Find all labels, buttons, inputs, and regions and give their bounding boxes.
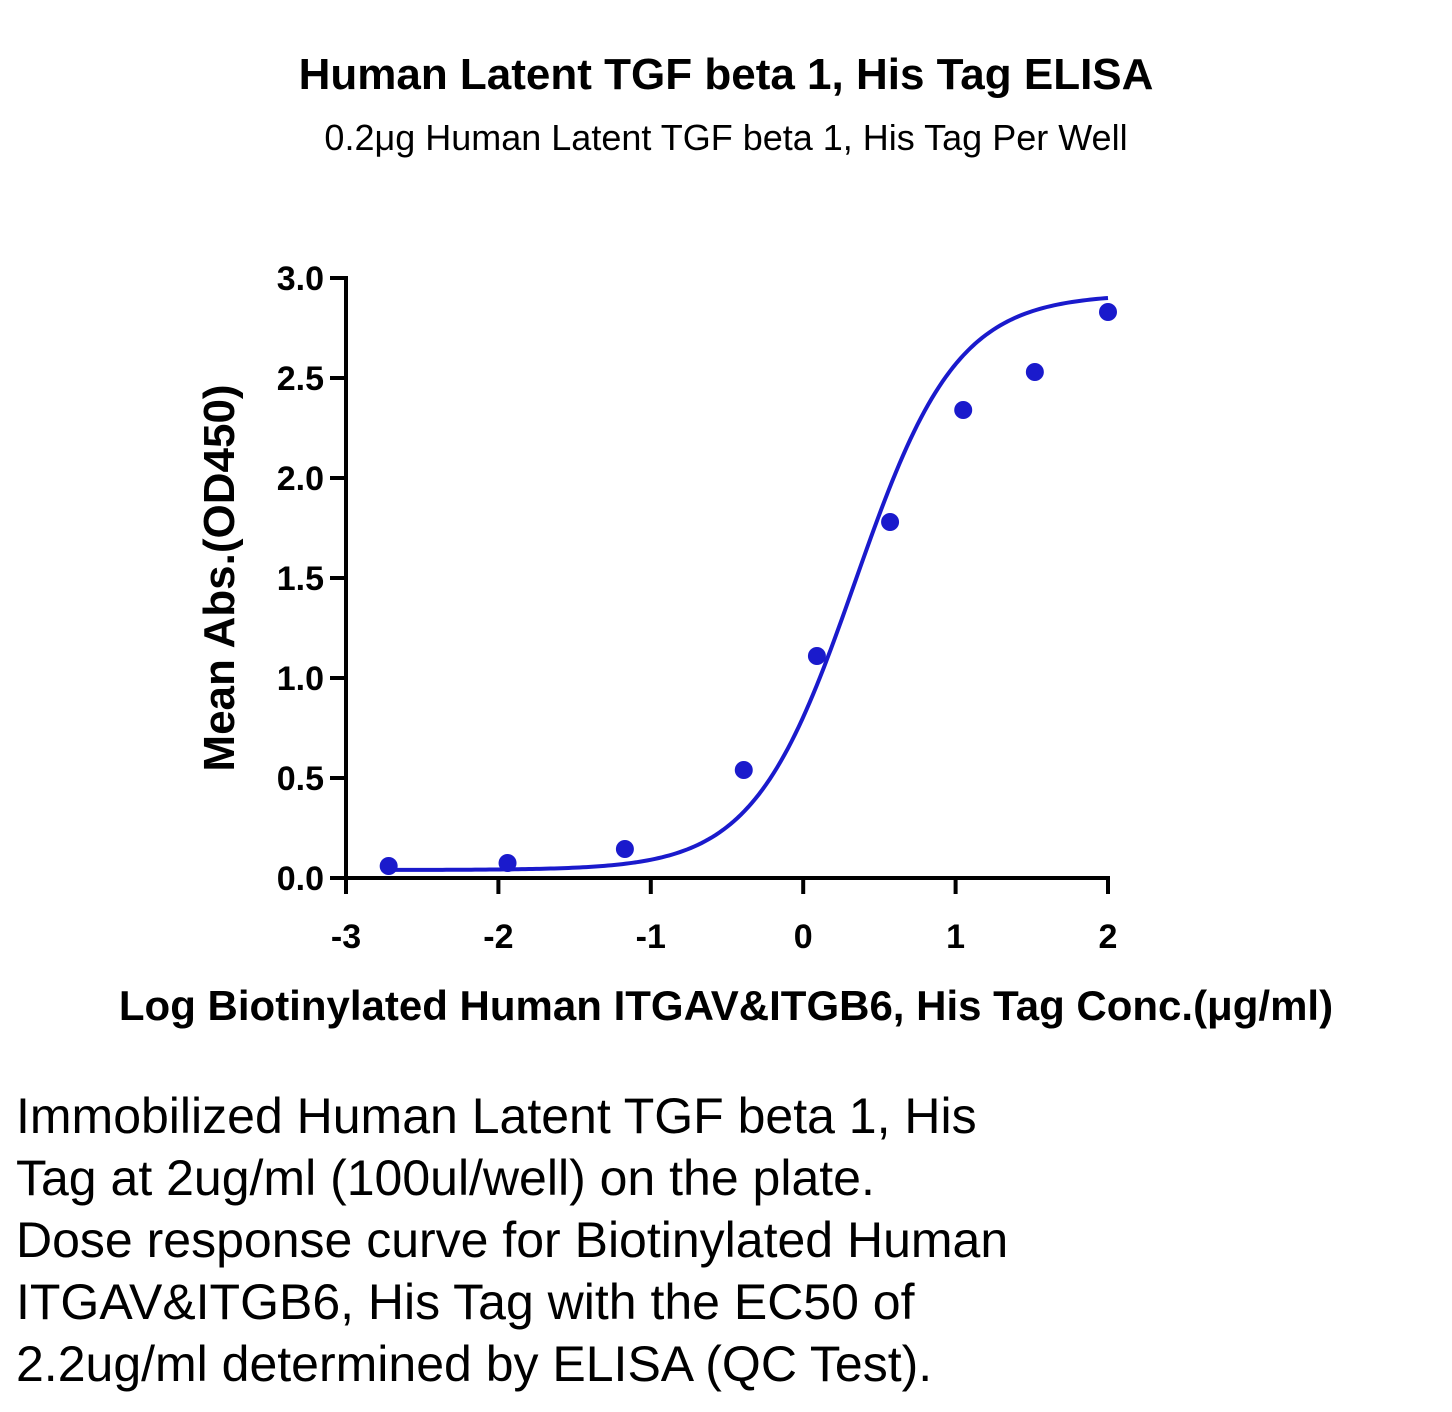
- y-tick-label: 0.5: [277, 760, 324, 798]
- x-tick-label: 0: [794, 918, 813, 956]
- data-point: [734, 761, 753, 779]
- x-tick-label: 2: [1099, 918, 1118, 956]
- data-point: [954, 401, 973, 419]
- x-tick-label: -1: [636, 918, 666, 956]
- y-axis-title: Mean Abs.(OD450): [195, 384, 244, 771]
- y-tick-label: 2.0: [277, 460, 324, 498]
- data-point: [881, 513, 900, 531]
- caption: Immobilized Human Latent TGF beta 1, His…: [16, 1085, 1436, 1395]
- y-tick-label: 0.0: [277, 860, 324, 898]
- chart-subtitle: 0.2μg Human Latent TGF beta 1, His Tag P…: [324, 117, 1128, 158]
- y-tick-label: 1.5: [277, 560, 324, 598]
- y-tick-label: 1.0: [277, 660, 324, 698]
- data-point: [1025, 363, 1044, 381]
- data-point: [807, 647, 826, 665]
- data-point: [1099, 303, 1117, 321]
- y-tick-label: 3.0: [277, 260, 324, 298]
- data-point: [379, 857, 398, 875]
- elisa-chart: 0.0 0.5 1.0 1.5 2.0 2.5 3.0 -3 -2 -1 0 1 2 Mean Abs.(…: [119, 260, 1333, 1029]
- caption-line: ITGAV&ITGB6, His Tag with the EC50 of: [16, 1274, 915, 1330]
- x-tick-label: -2: [483, 918, 513, 956]
- x-axis-title: Log Biotinylated Human ITGAV&ITGB6, His …: [119, 982, 1333, 1029]
- x-tick-label: -3: [331, 918, 361, 956]
- x-tick-label: 1: [946, 918, 965, 956]
- y-tick-label: 2.5: [277, 360, 324, 398]
- caption-line: Tag at 2ug/ml (100ul/well) on the plate.: [16, 1150, 875, 1206]
- caption-line: 2.2ug/ml determined by ELISA (QC Test).: [16, 1336, 933, 1392]
- data-point: [615, 840, 634, 858]
- data-point: [498, 854, 517, 872]
- fit-curve: [388, 295, 1109, 872]
- caption-line: Dose response curve for Biotinylated Hum…: [16, 1212, 1009, 1268]
- caption-line: Immobilized Human Latent TGF beta 1, His: [16, 1088, 977, 1144]
- chart-title: Human Latent TGF beta 1, His Tag ELISA: [298, 50, 1154, 99]
